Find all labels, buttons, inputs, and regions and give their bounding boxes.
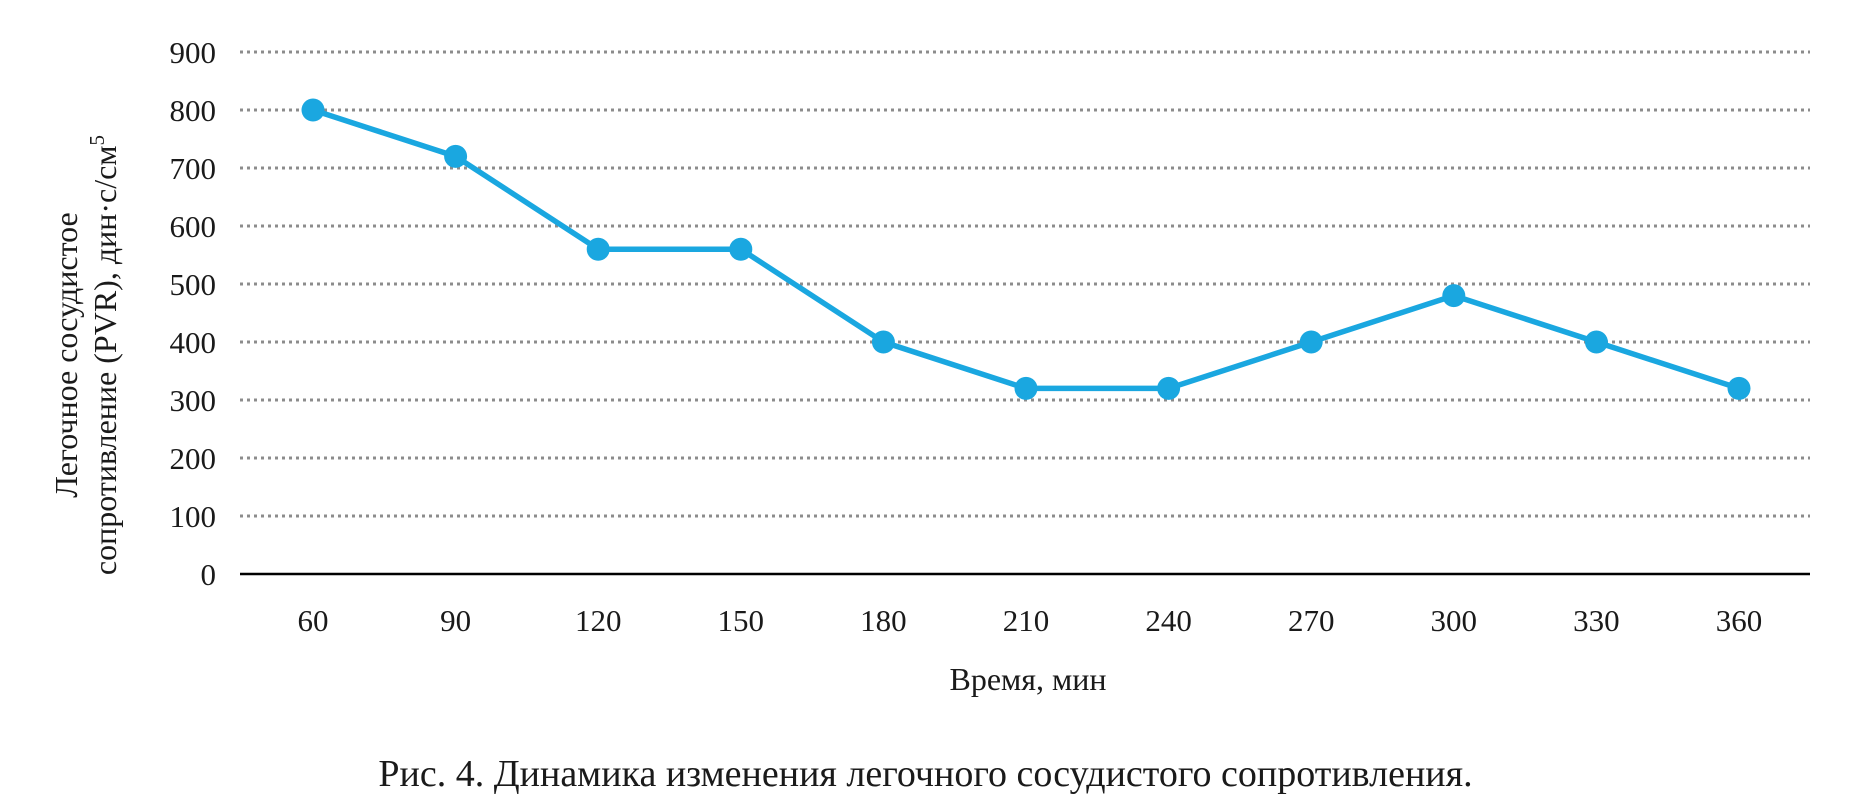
data-point-150 — [729, 237, 753, 261]
x-tick-360: 360 — [1716, 603, 1763, 638]
y-tick-500: 500 — [170, 267, 217, 302]
data-point-60 — [301, 98, 325, 122]
data-point-330 — [1584, 330, 1608, 354]
y-axis-title-line2-text: сопротивление (PVR), дин·с/см — [87, 145, 123, 575]
y-tick-200: 200 — [170, 441, 217, 476]
x-axis-ticks: 60 90 120 150 180 210 240 270 300 330 360 — [298, 603, 1763, 638]
data-point-360 — [1727, 376, 1751, 400]
data-point-240 — [1157, 376, 1181, 400]
y-tick-600: 600 — [170, 209, 217, 244]
y-axis-title: Легочное сосудистое — [48, 212, 84, 498]
x-tick-270: 270 — [1288, 603, 1335, 638]
y-axis-title-2: сопротивление (PVR), дин·с/см5 — [85, 135, 123, 575]
series-line-0 — [310, 107, 1742, 392]
y-tick-900: 900 — [170, 35, 217, 70]
y-tick-400: 400 — [170, 325, 217, 360]
x-tick-150: 150 — [718, 603, 765, 638]
x-tick-60: 60 — [298, 603, 329, 638]
data-point-120 — [586, 237, 610, 261]
x-tick-240: 240 — [1145, 603, 1192, 638]
x-tick-210: 210 — [1003, 603, 1050, 638]
data-point-210 — [1014, 376, 1038, 400]
series-pvr — [301, 98, 1751, 400]
y-axis-ticks: 0 100 200 300 400 500 600 700 800 900 — [170, 35, 217, 592]
y-tick-100: 100 — [170, 499, 217, 534]
x-tick-120: 120 — [575, 603, 622, 638]
y-axis-title-line2: сопротивление (PVR), дин·с/см5 — [85, 135, 123, 575]
y-tick-800: 800 — [170, 93, 217, 128]
y-tick-700: 700 — [170, 151, 217, 186]
y-axis-title-superscript: 5 — [85, 135, 109, 146]
figure-caption: Рис. 4. Динамика изменения легочного сос… — [378, 753, 1473, 795]
x-axis-title: Время, мин — [949, 661, 1106, 697]
y-tick-300: 300 — [170, 383, 217, 418]
grid-lines — [240, 50, 1810, 518]
y-tick-0: 0 — [201, 557, 217, 592]
data-point-90 — [444, 144, 468, 168]
data-point-300 — [1442, 284, 1466, 308]
data-point-180 — [871, 330, 895, 354]
x-tick-300: 300 — [1431, 603, 1478, 638]
x-tick-180: 180 — [860, 603, 907, 638]
x-tick-90: 90 — [440, 603, 471, 638]
y-axis-title-line1: Легочное сосудистое — [48, 212, 84, 498]
data-point-270 — [1299, 330, 1323, 354]
x-tick-330: 330 — [1573, 603, 1620, 638]
